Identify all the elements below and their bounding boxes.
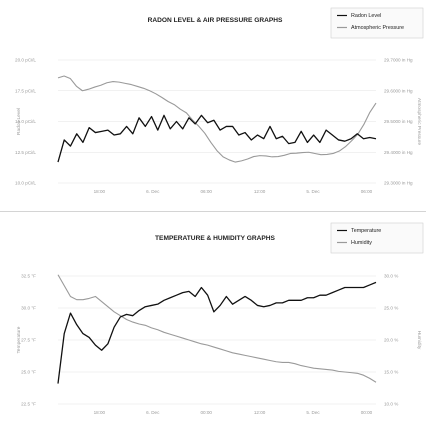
legend-box [330,7,424,39]
x-tick-label: 00:00 [200,410,212,415]
series-line-atmospheric-pressure [57,75,377,163]
left-axis-label: Temperature [16,326,22,353]
x-tick-label: 12:00 [254,189,266,194]
left-tick-label: 10.0 pCi/L [15,181,36,186]
chart-divider [0,211,426,212]
temperature-humidity-chart: TEMPERATURE & HUMIDITY GRAPHS Temperature… [16,222,424,415]
chart-title: RADON LEVEL & AIR PRESSURE GRAPHS [148,17,283,24]
right-tick-label: 25.0 % [384,306,398,311]
left-tick-label: 25.0 °F [21,370,36,375]
left-tick-label: 22.5 °F [21,402,36,407]
left-tick-label: 20.0 pCi/L [15,58,36,63]
left-axis-label: Radon Level [16,108,22,135]
x-tick-label: 6. Dec [146,189,160,194]
right-tick-label: 29.5000 in Hg [384,119,413,124]
right-axis-label: Humidity [416,331,422,350]
x-tick-label: 5. Dec [306,189,320,194]
right-tick-label: 30.0 % [384,274,398,279]
left-tick-label: 15.0 pCi/L [15,119,36,124]
left-tick-label: 27.5 °F [21,338,36,343]
radon-pressure-chart: RADON LEVEL & AIR PRESSURE GRAPHS Radon L… [15,7,424,194]
right-tick-label: 10.0 % [384,402,398,407]
left-tick-label: 12.5 pCi/L [15,150,36,155]
series-line-temperature [57,281,377,384]
x-tick-label: 06:00 [361,189,373,194]
x-tick-label: 5. Dec [306,410,320,415]
legend-entry: Temperature [351,228,381,234]
left-tick-label: 30.0 °F [21,306,36,311]
right-tick-label: 15.0 % [384,370,398,375]
legend-entry: Atmospheric Pressure [351,25,404,31]
right-axis-label: Atmospheric Pressure [416,98,422,146]
right-tick-label: 29.3000 in Hg [384,181,413,186]
right-tick-label: 20.0 % [384,338,398,343]
chart-title: TEMPERATURE & HUMIDITY GRAPHS [155,235,276,242]
x-tick-label: 00:00 [361,410,373,415]
left-tick-label: 17.5 pCi/L [15,88,36,93]
x-tick-label: 12:00 [254,410,266,415]
legend-box [330,222,424,254]
series-line-humidity [57,274,377,383]
legend-entry: Radon Level [351,13,381,19]
right-tick-label: 29.7000 in Hg [384,58,413,63]
x-tick-label: 18:00 [94,410,106,415]
left-tick-label: 32.5 °F [21,274,36,279]
right-tick-label: 29.6000 in Hg [384,88,413,93]
legend-entry: Humidity [351,240,372,246]
series-line-radon-level [57,114,377,163]
x-tick-label: 6. Dec [146,410,160,415]
right-tick-label: 29.4000 in Hg [384,150,413,155]
x-tick-label: 18:00 [94,189,106,194]
x-tick-label: 06:00 [200,189,212,194]
